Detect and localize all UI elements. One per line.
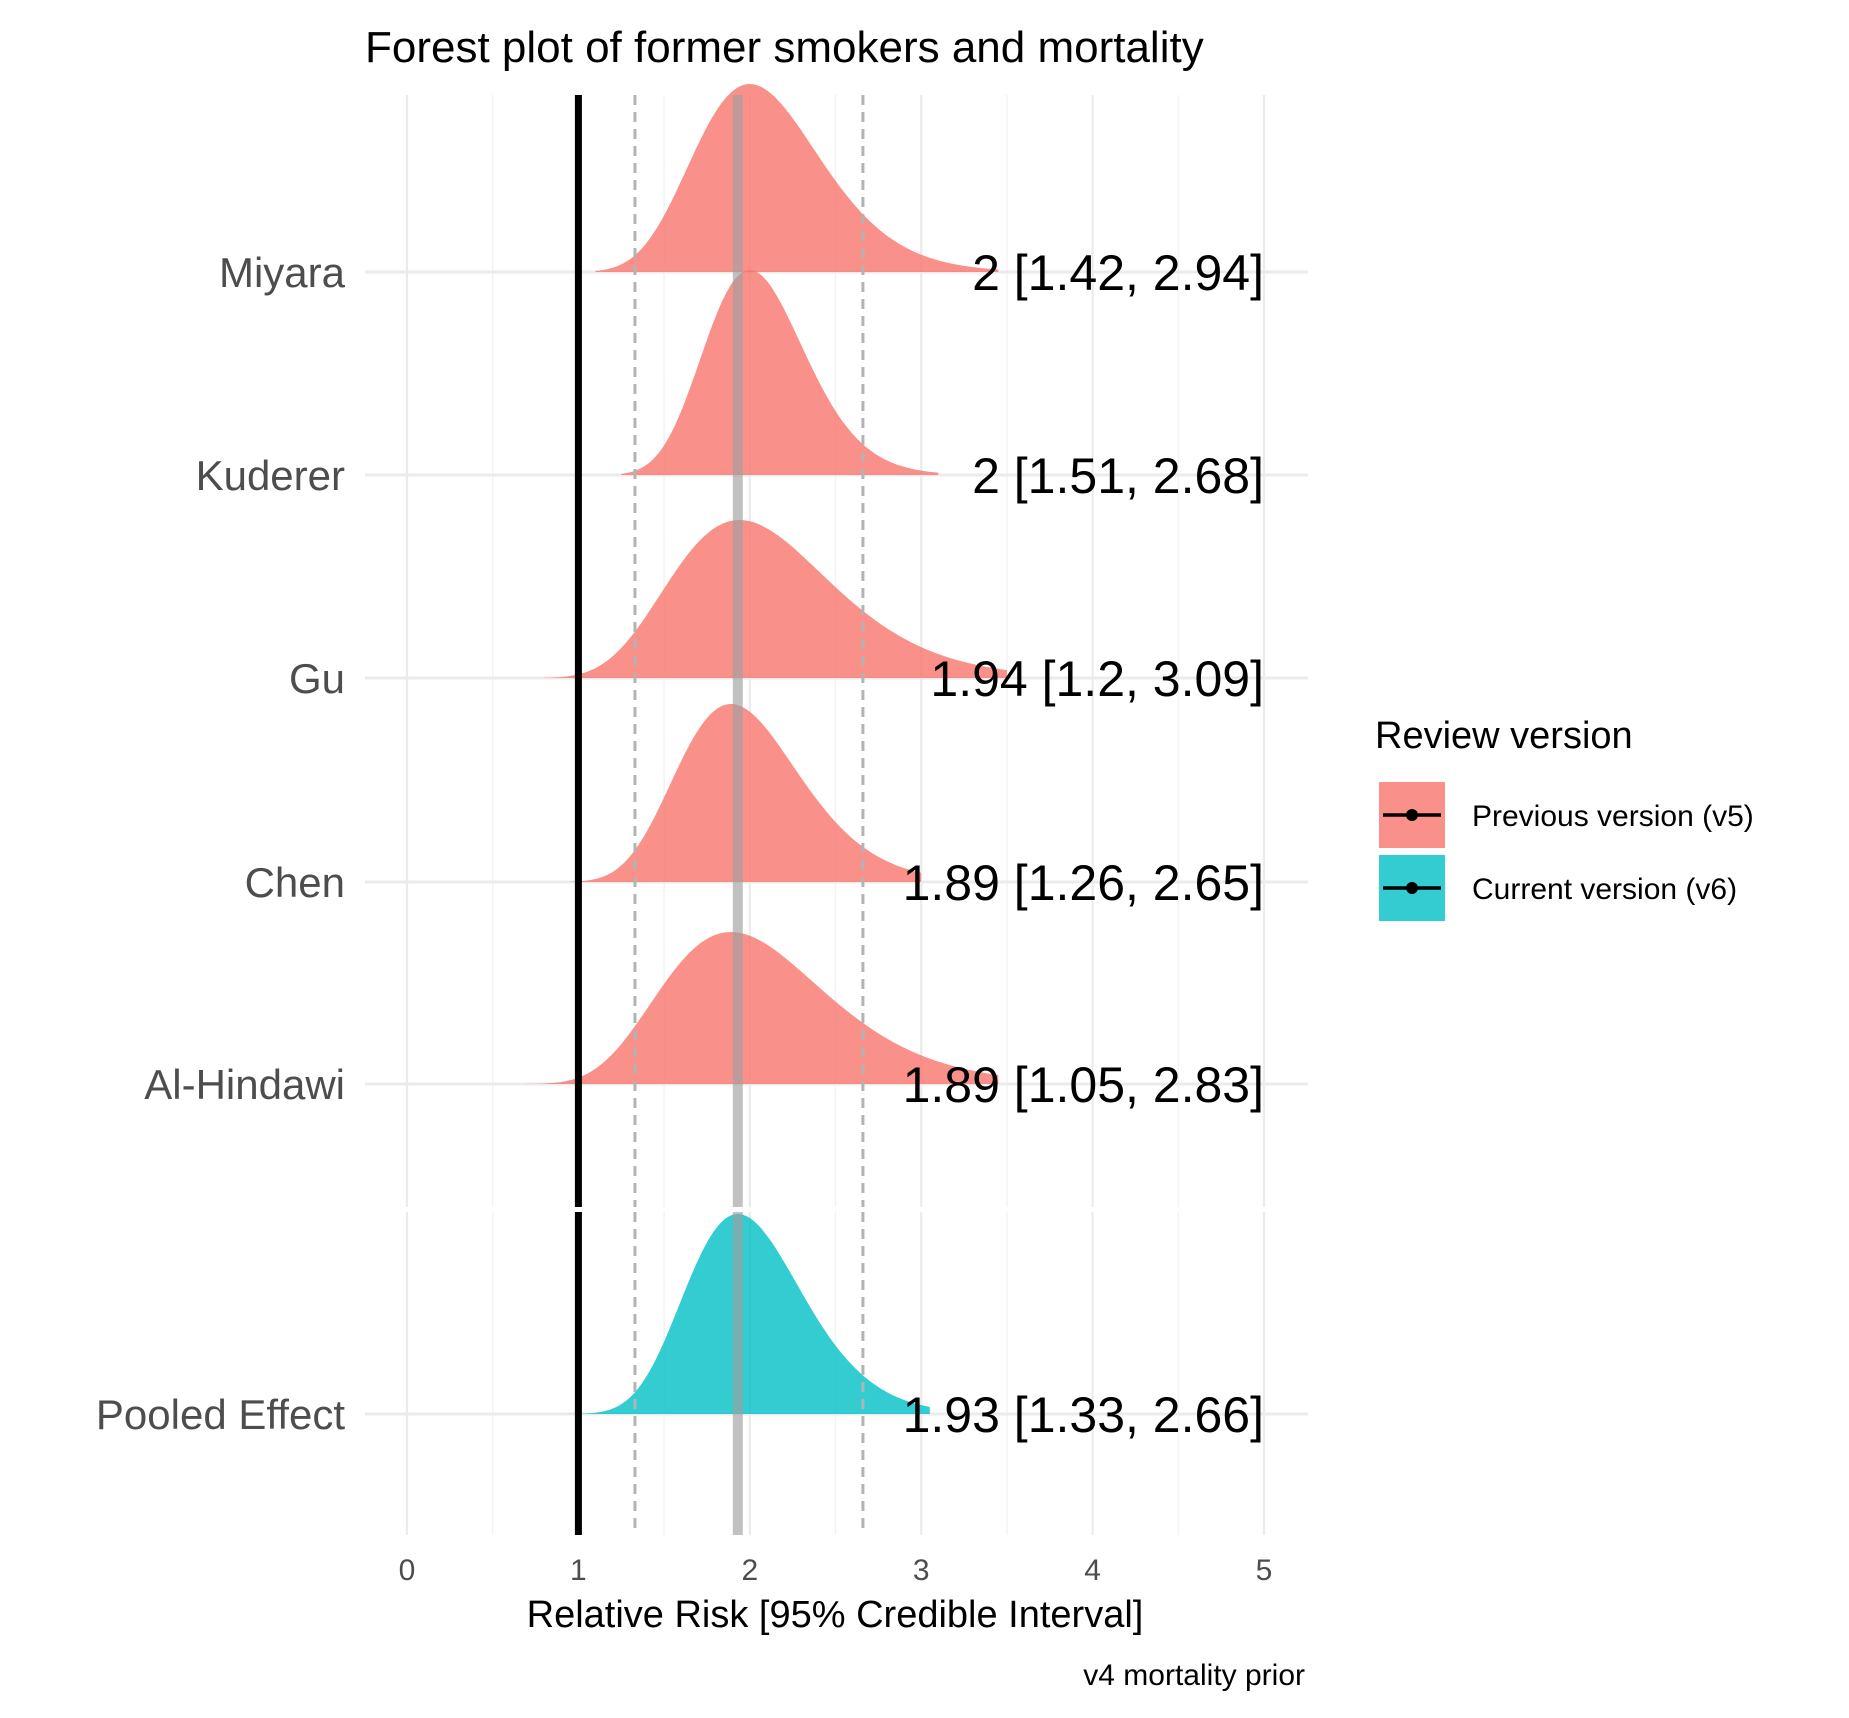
estimate-labels: 2 [1.42, 2.94] 2 [1.51, 2.68] 1.94 [1.2, 3… — [903, 245, 1264, 1443]
estimate-label: 1.89 [1.05, 2.83] — [903, 1057, 1264, 1113]
x-tick-label: 3 — [913, 1554, 930, 1587]
legend-key-point — [1406, 882, 1418, 894]
legend-label: Previous version (v5) — [1472, 800, 1754, 833]
study-label: Chen — [245, 859, 345, 906]
x-tick-label: 2 — [741, 1554, 758, 1587]
study-label: Al-Hindawi — [144, 1061, 345, 1108]
x-tick-label: 4 — [1084, 1554, 1101, 1587]
density-al-hindawi — [518, 932, 999, 1084]
estimate-label: 1.93 [1.33, 2.66] — [903, 1387, 1264, 1443]
study-label: Miyara — [219, 249, 346, 296]
chart-title: Forest plot of former smokers and mortal… — [365, 23, 1204, 72]
estimate-label: 1.89 [1.26, 2.65] — [903, 855, 1264, 911]
study-label: Pooled Effect — [96, 1391, 345, 1438]
reference-lines — [574, 95, 865, 1535]
x-tick-label: 5 — [1256, 1554, 1273, 1587]
legend-key-point — [1406, 809, 1418, 821]
x-tick-label: 1 — [570, 1554, 587, 1587]
grid — [365, 95, 1308, 1535]
study-labels: Miyara Kuderer Gu Chen Al-Hindawi Pooled Effe… — [96, 249, 346, 1438]
x-axis-title: Relative Risk [95% Credible Interval] — [527, 1594, 1144, 1636]
density-kuderer — [621, 270, 939, 475]
x-tick-labels: 0 1 2 3 4 5 — [399, 1554, 1273, 1587]
density-chen — [569, 704, 922, 882]
density-miyara — [595, 84, 999, 272]
legend-title: Review version — [1375, 715, 1633, 757]
study-label: Gu — [289, 655, 345, 702]
x-tick-label: 0 — [399, 1554, 416, 1587]
study-label: Kuderer — [196, 452, 345, 499]
legend: Review version Previous version (v5) Curr… — [1375, 715, 1754, 921]
caption: v4 mortality prior — [1083, 1659, 1305, 1692]
density-pooled-effect — [561, 1214, 930, 1414]
estimate-label: 1.94 [1.2, 3.09] — [930, 651, 1264, 707]
estimate-label: 2 [1.42, 2.94] — [972, 245, 1264, 301]
density-gu — [544, 520, 1007, 678]
density-curves — [518, 84, 1007, 1414]
estimate-label: 2 [1.51, 2.68] — [972, 448, 1264, 504]
legend-label: Current version (v6) — [1472, 873, 1737, 906]
